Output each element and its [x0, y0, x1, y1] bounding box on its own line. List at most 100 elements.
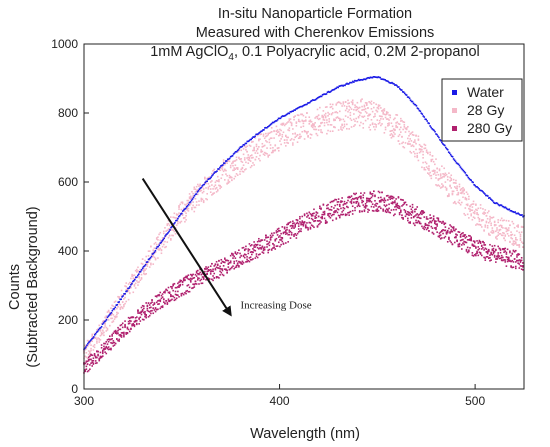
data-point: [132, 277, 135, 279]
increasing-dose-arrow: [141, 178, 232, 317]
data-point: [489, 234, 491, 236]
data-point: [419, 211, 422, 214]
data-point: [270, 122, 273, 125]
data-point: [241, 170, 244, 173]
data-point: [231, 154, 234, 157]
data-point: [285, 145, 287, 147]
data-point: [199, 271, 201, 274]
data-point: [145, 267, 147, 270]
data-point: [85, 351, 88, 354]
data-point: [438, 185, 441, 187]
data-point: [447, 151, 450, 153]
data-point: [259, 154, 261, 157]
data-point: [209, 271, 212, 273]
data-point: [484, 209, 487, 211]
x-axis-label: Wavelength (nm): [250, 426, 360, 442]
data-point: [202, 277, 205, 280]
data-point: [204, 268, 206, 270]
data-point: [259, 244, 261, 247]
data-point: [98, 358, 101, 361]
data-point: [93, 346, 96, 349]
data-point: [395, 126, 397, 128]
data-point: [349, 117, 352, 120]
data-point: [328, 212, 331, 215]
data-point: [107, 340, 110, 343]
data-point: [426, 226, 429, 229]
data-point: [319, 117, 321, 120]
data-point: [228, 174, 231, 177]
data-point: [256, 148, 259, 151]
data-point: [114, 306, 117, 309]
data-point: [277, 227, 280, 230]
title-line-2: Measured with Cherenkov Emissions: [196, 25, 435, 41]
data-point: [150, 310, 152, 312]
data-point: [109, 311, 111, 314]
data-point: [326, 221, 328, 224]
data-point: [383, 204, 386, 206]
data-point: [485, 248, 488, 250]
data-point: [425, 149, 428, 152]
data-point: [370, 193, 373, 195]
data-point: [286, 122, 288, 124]
data-point: [234, 175, 237, 178]
data-point: [120, 334, 123, 337]
data-point: [249, 145, 252, 147]
data-point: [281, 240, 284, 243]
data-point: [464, 207, 467, 209]
data-point: [365, 112, 368, 114]
data-point: [510, 234, 512, 237]
data-point: [297, 114, 300, 117]
data-point: [392, 135, 395, 138]
data-point: [242, 164, 245, 167]
data-point: [127, 298, 130, 301]
data-point: [219, 166, 221, 169]
data-point: [430, 174, 433, 177]
data-point: [191, 190, 193, 193]
data-point: [387, 111, 389, 114]
data-point: [209, 191, 212, 193]
data-point: [141, 266, 144, 269]
data-point: [224, 268, 226, 270]
data-point: [452, 182, 455, 184]
data-point: [362, 116, 365, 118]
data-point: [136, 316, 138, 318]
data-point: [297, 231, 300, 233]
data-point: [400, 88, 402, 91]
data-point: [448, 172, 450, 174]
data-point: [238, 157, 240, 159]
data-point: [276, 228, 279, 231]
data-point: [112, 305, 115, 307]
data-point: [98, 357, 101, 360]
data-point: [310, 120, 313, 123]
data-point: [185, 292, 187, 295]
data-point: [330, 113, 333, 116]
data-point: [402, 128, 404, 131]
data-point: [424, 147, 427, 149]
data-point: [293, 109, 296, 111]
data-point: [145, 273, 147, 275]
data-point: [127, 322, 130, 325]
data-point: [321, 114, 323, 117]
data-point: [243, 144, 246, 146]
data-point: [424, 222, 427, 225]
data-point: [314, 125, 316, 128]
data-point: [86, 339, 89, 342]
data-point: [140, 313, 143, 316]
x-tick-label-300: 300: [74, 394, 94, 408]
data-point: [221, 167, 224, 169]
data-point: [322, 110, 325, 112]
data-point: [373, 126, 375, 128]
data-point: [391, 129, 394, 132]
data-point: [288, 233, 291, 236]
data-point: [360, 195, 362, 198]
data-point: [341, 200, 343, 203]
data-point: [502, 219, 504, 222]
data-point: [443, 167, 446, 170]
data-point: [474, 184, 476, 187]
data-point: [200, 273, 203, 276]
data-point: [167, 232, 169, 234]
data-point: [208, 269, 211, 271]
data-point: [482, 246, 484, 249]
data-point: [378, 104, 381, 107]
data-point: [146, 263, 149, 266]
